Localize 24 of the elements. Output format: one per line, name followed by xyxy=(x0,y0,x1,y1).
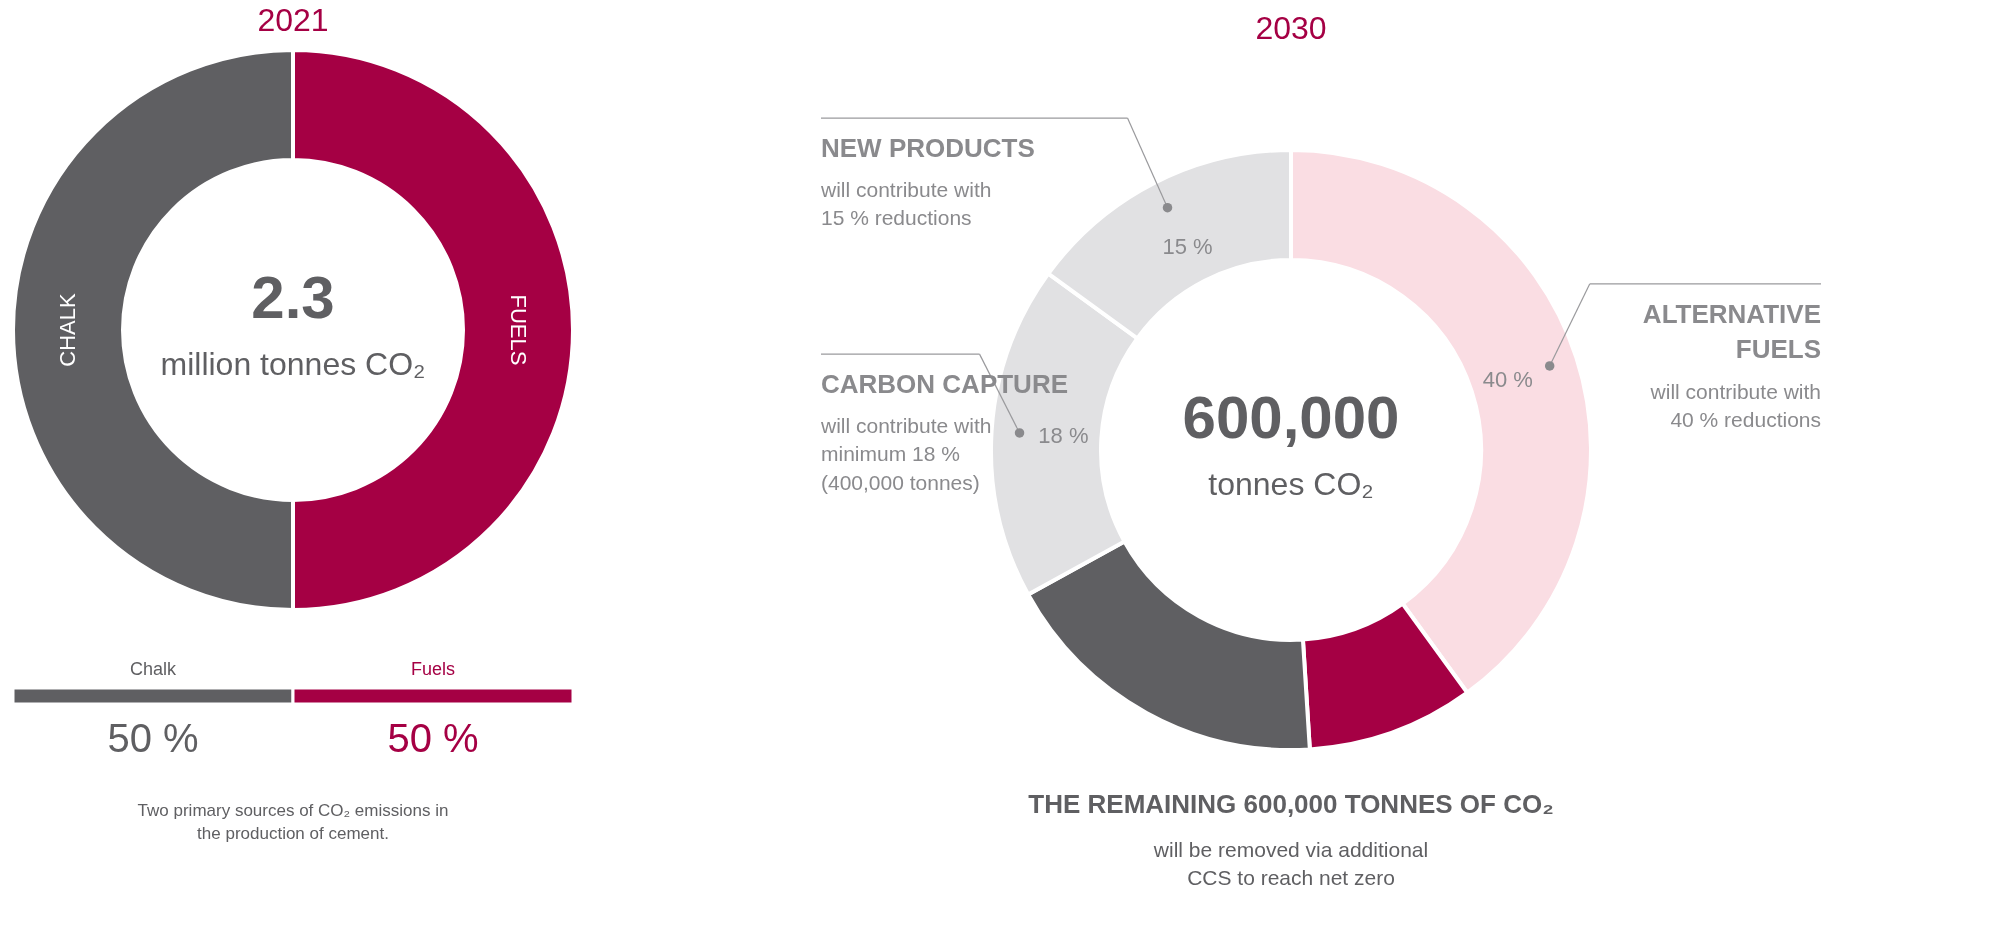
data-label: 40 % xyxy=(1482,366,1533,392)
text: Two primary sources of CO₂ emissions in the production of cement. xyxy=(137,801,449,843)
text: will be removed via additional CCS to reach net zero xyxy=(1152,838,1429,890)
slice-label: NEW PRODUCTS xyxy=(821,133,1035,164)
chart-title: 2030 xyxy=(1255,10,1327,46)
text: will contribute with 15 % reductions xyxy=(820,178,992,230)
data-label: 50 % xyxy=(387,716,479,760)
slice-label: CHALK xyxy=(55,293,80,367)
series-label: Fuels xyxy=(410,659,456,679)
text: THE REMAINING 600,000 TONNES OF CO₂ xyxy=(1028,789,1554,819)
data-label: 18 % xyxy=(1038,422,1089,448)
series-label: Chalk xyxy=(129,659,177,679)
data-label: 15 % xyxy=(1162,233,1213,259)
text: 2.3 xyxy=(251,264,335,331)
text: tonnes CO₂ xyxy=(1208,466,1374,502)
text: will contribute with 40 % reductions xyxy=(1649,379,1821,432)
chart-title: 2021 xyxy=(257,2,329,38)
text: will contribute with minimum 18 % (400,000 tonnes) xyxy=(820,414,992,494)
slice-label: CARBON CAPTURE xyxy=(821,369,1068,400)
slice-label: ALTERNATIVE FUELS xyxy=(1642,298,1821,365)
text: 600,000 xyxy=(1182,384,1400,451)
data-label: 50 % xyxy=(107,716,199,760)
slice-label: FUELS xyxy=(506,294,531,366)
text: million tonnes CO₂ xyxy=(160,346,426,382)
